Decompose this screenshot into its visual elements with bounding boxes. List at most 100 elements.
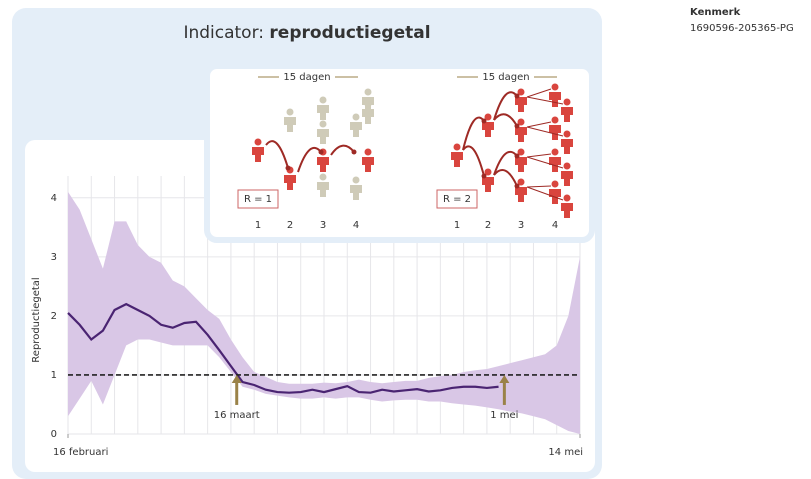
person-body — [350, 122, 362, 137]
person-head — [551, 148, 559, 156]
person-body — [549, 157, 561, 172]
person-head — [551, 83, 559, 91]
diagram-arrow — [493, 150, 518, 176]
person-head — [352, 113, 360, 121]
band — [68, 191, 580, 434]
x-tick-label: 16 februari — [53, 447, 108, 458]
y-tick-label: 2 — [51, 311, 57, 322]
generation-label: 3 — [320, 220, 326, 231]
diagram-link — [526, 88, 552, 98]
person-head — [352, 176, 360, 184]
span-label: 15 dagen — [283, 72, 330, 83]
r-box — [237, 189, 279, 209]
person-head — [453, 143, 461, 151]
generation-label: 2 — [485, 220, 491, 231]
generation-label: 4 — [353, 220, 359, 231]
diagram-link — [526, 185, 552, 188]
annotation: 16 maart — [214, 410, 260, 421]
diagram-arrow-head — [351, 149, 357, 155]
person-body — [317, 157, 329, 172]
person-body — [317, 105, 329, 120]
person-head — [364, 100, 372, 108]
diagram-arrow — [493, 168, 518, 187]
diagram-link — [526, 186, 564, 201]
person-body — [515, 97, 527, 112]
person-body — [549, 125, 561, 140]
person-head — [563, 194, 571, 202]
diagram-arrow-head — [285, 165, 291, 171]
person-head — [484, 168, 492, 176]
diagram-arrow-head — [514, 183, 520, 189]
x-tick-label: 14 mei — [548, 447, 583, 458]
diagram-panel — [204, 63, 595, 243]
person-body — [317, 129, 329, 144]
arrow-head — [231, 374, 242, 383]
y-tick-label: 3 — [51, 252, 57, 263]
generation-label: 1 — [255, 220, 261, 231]
y-tick-label: 0 — [51, 429, 57, 440]
diagram-arrow — [493, 113, 518, 127]
person-body — [362, 109, 374, 124]
person-head — [364, 148, 372, 156]
r-label: R = 2 — [443, 194, 471, 205]
person-head — [286, 108, 294, 116]
person-body — [561, 107, 573, 122]
diagram-arrow-head — [318, 149, 324, 155]
arrow-head — [499, 374, 510, 383]
person-body — [252, 147, 264, 162]
title: Indicator: reproductiegetal — [183, 23, 430, 43]
diagram-link — [526, 126, 564, 137]
diagram-arrow-head — [481, 118, 487, 124]
person-head — [563, 162, 571, 170]
y-tick-label: 1 — [51, 370, 57, 381]
person-head — [517, 148, 525, 156]
annotation: 1 mei — [490, 410, 518, 421]
person-head — [517, 88, 525, 96]
person-body — [451, 152, 463, 167]
person-head — [319, 173, 327, 181]
title-prefix: Indicator: — [183, 23, 264, 43]
person-head — [484, 113, 492, 121]
diagram-arrow — [330, 144, 355, 156]
person-body — [561, 203, 573, 218]
diagram-arrow — [493, 91, 518, 121]
y-axis-label: Reproductiegetal — [31, 277, 42, 362]
person-head — [319, 120, 327, 128]
person-head — [551, 180, 559, 188]
diagram-arrow-head — [514, 153, 520, 159]
span-bg — [478, 69, 534, 85]
person-body — [561, 139, 573, 154]
span-label: 15 dagen — [482, 72, 529, 83]
person-body — [317, 182, 329, 197]
ref: 1690596-205365-PG — [690, 23, 794, 34]
diagram-arrow — [265, 140, 289, 169]
diagram-link — [526, 153, 552, 158]
person-head — [517, 178, 525, 186]
diagram-arrow-head — [514, 123, 520, 129]
person-body — [284, 175, 296, 190]
diagram-arrow-head — [481, 173, 487, 179]
line — [67, 302, 499, 394]
person-head — [364, 88, 372, 96]
person-head — [551, 116, 559, 124]
person-body — [362, 157, 374, 172]
r-label: R = 1 — [244, 194, 272, 205]
title-emphasis: reproductiegetal — [269, 23, 430, 43]
person-body — [350, 185, 362, 200]
person-body — [515, 127, 527, 142]
generation-label: 3 — [518, 220, 524, 231]
diagram-link — [526, 96, 564, 105]
person-head — [319, 96, 327, 104]
diagram-arrow-head — [514, 93, 520, 99]
diagram-arrow — [462, 145, 485, 177]
person-head — [563, 130, 571, 138]
person-body — [482, 177, 494, 192]
generation-label: 2 — [287, 220, 293, 231]
y-tick-label: 4 — [51, 193, 57, 204]
person-body — [515, 187, 527, 202]
diagram-arrow — [297, 147, 322, 173]
generation-label: 4 — [552, 220, 558, 231]
person-head — [563, 98, 571, 106]
person-body — [284, 117, 296, 132]
